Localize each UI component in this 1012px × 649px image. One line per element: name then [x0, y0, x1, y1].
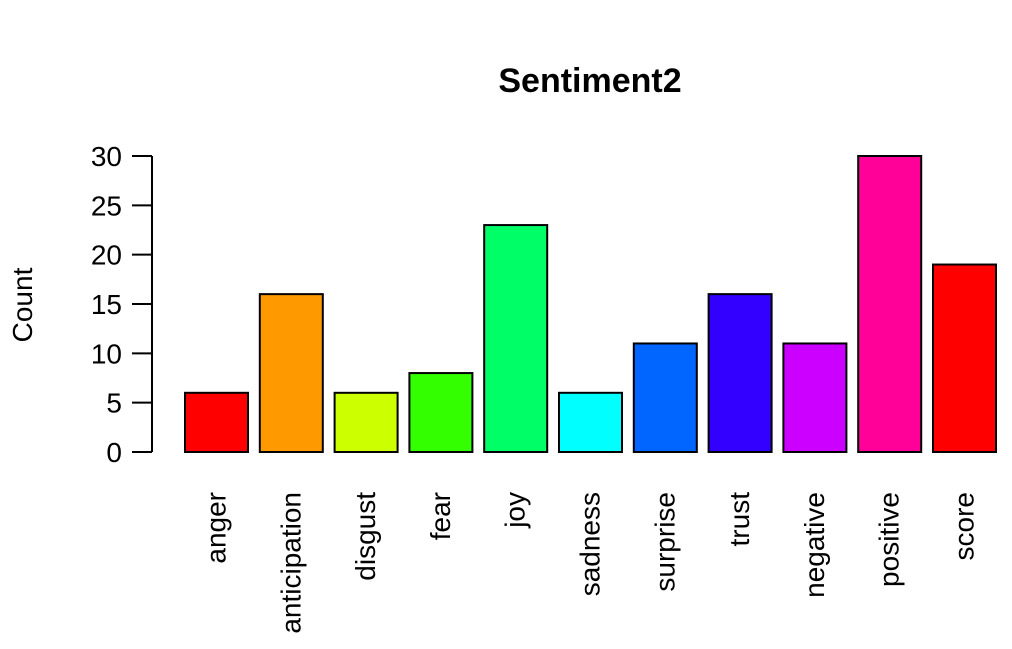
x-tick-label: sadness — [575, 492, 606, 596]
x-tick-label: anger — [201, 492, 232, 564]
bar-surprise — [632, 342, 698, 454]
bar-fear — [408, 372, 474, 454]
x-tick-label: score — [949, 492, 980, 560]
y-tick-label: 15 — [91, 289, 122, 320]
bar-score — [932, 263, 997, 453]
bar-positive — [857, 155, 923, 453]
bar-joy — [483, 224, 549, 453]
y-tick-label: 0 — [106, 437, 122, 468]
y-axis-label: Count — [7, 267, 38, 342]
x-tick-label: trust — [724, 492, 755, 547]
x-tick-label: positive — [874, 492, 905, 587]
bar-sadness — [558, 391, 623, 453]
y-tick-label: 20 — [91, 240, 122, 271]
y-tick-label: 30 — [91, 141, 122, 172]
x-tick-label: surprise — [649, 492, 680, 592]
x-tick-label: negative — [799, 492, 830, 598]
x-axis-labels: anger anticipation disgust fear joy sadness su… — [201, 492, 980, 634]
bar-disgust — [333, 391, 399, 453]
y-tick-label: 5 — [106, 388, 122, 419]
y-tick-label: 10 — [91, 338, 122, 369]
x-tick-label: anticipation — [275, 492, 306, 634]
y-axis: 0 5 10 15 20 25 30 — [91, 141, 153, 468]
x-tick-label: fear — [425, 492, 456, 540]
bar-negative — [782, 342, 848, 454]
x-tick-label: joy — [500, 492, 531, 529]
y-tick-label: 25 — [91, 190, 122, 221]
bar-trust — [707, 293, 773, 453]
bar-anticipation — [258, 293, 324, 453]
bar-anger — [184, 391, 249, 453]
chart-title: Sentiment2 — [498, 62, 681, 100]
bars-group — [184, 155, 997, 454]
x-tick-label: disgust — [350, 492, 381, 581]
